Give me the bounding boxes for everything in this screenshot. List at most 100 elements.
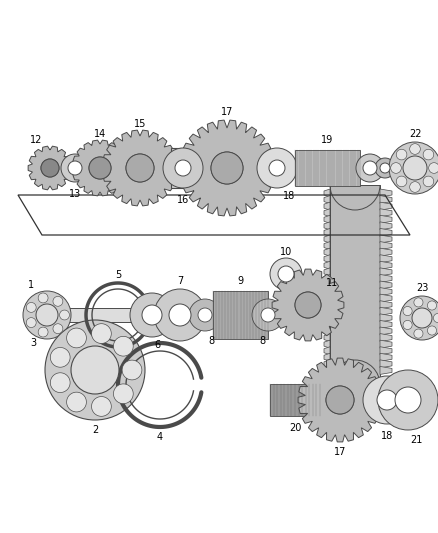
Text: 4: 4 (157, 432, 163, 442)
Circle shape (89, 157, 111, 179)
Circle shape (53, 296, 63, 306)
Bar (360, 160, 395, 176)
Polygon shape (380, 268, 392, 276)
Circle shape (378, 370, 438, 430)
Circle shape (113, 336, 133, 356)
Polygon shape (330, 185, 380, 385)
Circle shape (326, 386, 354, 414)
Polygon shape (380, 314, 392, 322)
Polygon shape (179, 120, 275, 216)
Circle shape (89, 157, 111, 179)
Polygon shape (324, 202, 330, 210)
Polygon shape (102, 130, 178, 206)
Circle shape (41, 159, 59, 177)
Polygon shape (380, 235, 392, 243)
Text: 11: 11 (326, 278, 338, 288)
Circle shape (429, 163, 438, 173)
Circle shape (278, 266, 294, 282)
Polygon shape (380, 320, 392, 328)
Text: 2: 2 (92, 425, 98, 435)
Polygon shape (324, 340, 330, 348)
Polygon shape (380, 360, 392, 368)
Polygon shape (28, 146, 72, 190)
Text: 10: 10 (280, 247, 292, 257)
Text: 8: 8 (259, 336, 265, 346)
Text: 3: 3 (30, 338, 36, 348)
Circle shape (154, 289, 206, 341)
Polygon shape (324, 215, 330, 223)
Circle shape (257, 148, 297, 188)
Circle shape (163, 148, 203, 188)
Polygon shape (380, 346, 392, 355)
Polygon shape (324, 281, 330, 289)
Circle shape (410, 182, 420, 192)
Text: 18: 18 (381, 431, 393, 441)
Circle shape (68, 161, 82, 175)
Circle shape (61, 154, 89, 182)
Polygon shape (324, 196, 330, 204)
Polygon shape (324, 209, 330, 217)
Polygon shape (324, 288, 330, 296)
Circle shape (295, 292, 321, 318)
Circle shape (427, 301, 437, 310)
Text: 7: 7 (177, 276, 183, 286)
Polygon shape (324, 235, 330, 243)
Polygon shape (380, 327, 392, 335)
Polygon shape (380, 202, 392, 210)
Circle shape (403, 306, 412, 316)
Polygon shape (324, 314, 330, 322)
Circle shape (423, 149, 434, 160)
Polygon shape (324, 334, 330, 342)
Circle shape (92, 324, 111, 343)
Circle shape (23, 291, 71, 339)
Polygon shape (380, 366, 392, 374)
Circle shape (50, 373, 70, 392)
Circle shape (326, 386, 354, 414)
Bar (295, 150, 360, 186)
Circle shape (269, 160, 285, 176)
Polygon shape (380, 189, 392, 197)
Text: 19: 19 (321, 135, 333, 145)
Bar (171, 148, 195, 188)
Text: 16: 16 (177, 195, 189, 205)
Polygon shape (380, 301, 392, 309)
Bar (270, 384, 320, 416)
Polygon shape (380, 274, 392, 282)
Polygon shape (324, 261, 330, 269)
Circle shape (295, 292, 321, 318)
Text: 17: 17 (221, 107, 233, 117)
Polygon shape (324, 308, 330, 316)
Circle shape (377, 390, 397, 410)
Circle shape (400, 296, 438, 340)
Circle shape (38, 293, 48, 303)
Polygon shape (380, 294, 392, 302)
Polygon shape (380, 353, 392, 361)
Polygon shape (380, 196, 392, 204)
Circle shape (389, 142, 438, 194)
Circle shape (92, 397, 111, 416)
Circle shape (71, 346, 119, 394)
Circle shape (198, 308, 212, 322)
Polygon shape (324, 222, 330, 230)
Text: 8: 8 (208, 336, 214, 346)
Polygon shape (72, 140, 128, 196)
Text: 23: 23 (416, 283, 428, 293)
Circle shape (396, 149, 407, 160)
Polygon shape (324, 366, 330, 374)
Circle shape (130, 293, 174, 337)
Bar (213, 291, 268, 339)
Polygon shape (324, 301, 330, 309)
Polygon shape (324, 268, 330, 276)
Text: 12: 12 (30, 135, 42, 145)
Circle shape (41, 159, 59, 177)
Polygon shape (324, 353, 330, 361)
Polygon shape (324, 320, 330, 328)
Circle shape (395, 387, 421, 413)
Circle shape (363, 161, 377, 175)
Circle shape (113, 384, 133, 403)
Circle shape (391, 163, 401, 173)
Circle shape (414, 329, 423, 338)
Polygon shape (324, 255, 330, 263)
Polygon shape (272, 269, 344, 341)
Circle shape (423, 176, 434, 187)
